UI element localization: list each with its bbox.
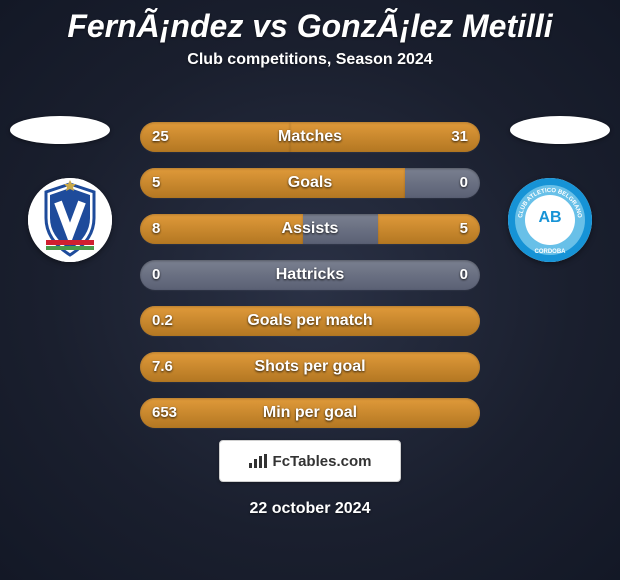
stat-value-left: 7.6 xyxy=(152,352,173,382)
comparison-card: FernÃ¡ndez vs GonzÃ¡lez Metilli Club com… xyxy=(0,0,620,580)
svg-text:CORDOBA: CORDOBA xyxy=(535,249,567,255)
date-label: 22 october 2024 xyxy=(0,500,620,518)
svg-text:AB: AB xyxy=(538,209,561,226)
stats-bars: Matches2531Goals50Assists85Hattricks00Go… xyxy=(140,122,480,444)
fctables-logo-icon xyxy=(249,454,267,468)
stat-row: Goals per match0.2 xyxy=(140,306,480,336)
stat-row: Matches25 31 xyxy=(140,122,480,152)
stat-value-right: 5 xyxy=(460,214,468,244)
stat-value-left: 25 xyxy=(152,122,169,152)
stat-row: Goals5 0 xyxy=(140,168,480,198)
stat-label: Assists xyxy=(140,214,480,244)
stat-value-left: 653 xyxy=(152,398,177,428)
stat-label: Hattricks xyxy=(140,260,480,290)
stat-label: Matches xyxy=(140,122,480,152)
stat-label: Shots per goal xyxy=(140,352,480,382)
belgrano-crest-icon: AB CLUB ATLETICO BELGRANO CORDOBA xyxy=(508,178,592,262)
page-title: FernÃ¡ndez vs GonzÃ¡lez Metilli xyxy=(0,0,620,45)
club-crest-right: AB CLUB ATLETICO BELGRANO CORDOBA xyxy=(508,178,592,262)
stat-value-right: 0 xyxy=(460,260,468,290)
stat-value-left: 8 xyxy=(152,214,160,244)
stat-row: Min per goal653 xyxy=(140,398,480,428)
source-badge-label: FcTables.com xyxy=(273,453,372,470)
stat-value-right: 0 xyxy=(460,168,468,198)
stat-value-right: 31 xyxy=(451,122,468,152)
velez-crest-icon xyxy=(28,178,112,262)
stat-label: Goals per match xyxy=(140,306,480,336)
stat-label: Min per goal xyxy=(140,398,480,428)
stat-row: Hattricks0 0 xyxy=(140,260,480,290)
club-crest-left xyxy=(28,178,112,262)
player-left-ellipse xyxy=(10,116,110,144)
stat-row: Assists8 5 xyxy=(140,214,480,244)
stat-value-left: 5 xyxy=(152,168,160,198)
source-badge[interactable]: FcTables.com xyxy=(219,440,401,482)
stat-value-left: 0 xyxy=(152,260,160,290)
stat-row: Shots per goal7.6 xyxy=(140,352,480,382)
page-subtitle: Club competitions, Season 2024 xyxy=(0,45,620,69)
stat-value-left: 0.2 xyxy=(152,306,173,336)
player-right-ellipse xyxy=(510,116,610,144)
stat-label: Goals xyxy=(140,168,480,198)
